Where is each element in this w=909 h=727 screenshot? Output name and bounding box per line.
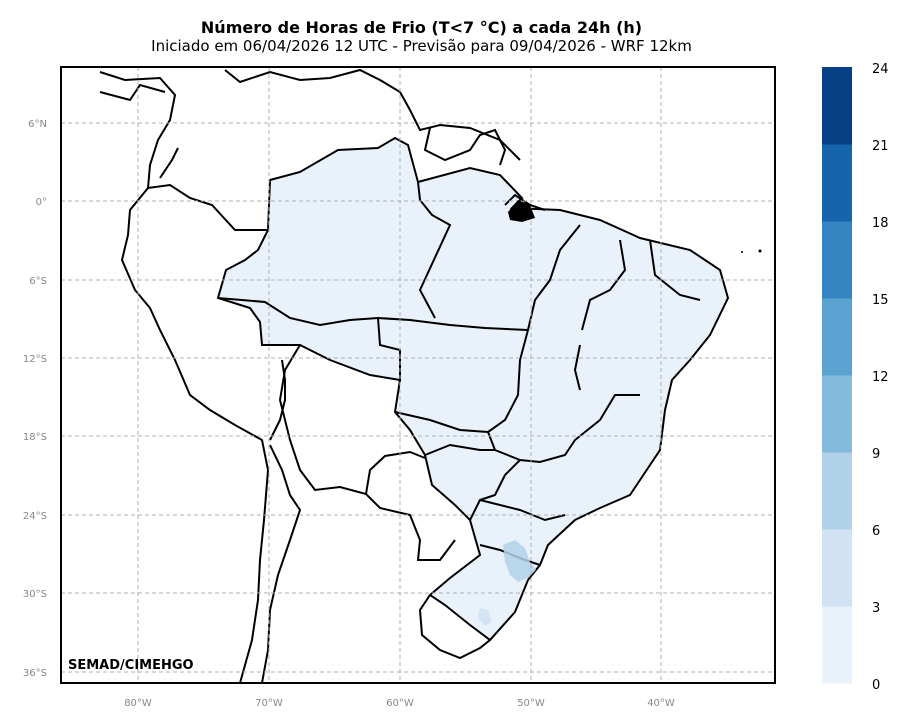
continent-outlines xyxy=(99,68,701,683)
marajo-island xyxy=(508,200,535,222)
lon-tick-80W: 80°W xyxy=(124,698,152,709)
cold-region-south xyxy=(503,540,536,582)
colorbar-swatch xyxy=(822,452,852,530)
brazil-fill-area xyxy=(216,136,730,642)
atlantic-island xyxy=(758,249,762,253)
colorbar-swatch xyxy=(822,529,852,607)
colorbar-tick-label: 6 xyxy=(872,524,880,539)
lat-tick-0: 0° xyxy=(36,197,47,208)
credit-label: SEMAD/CIMEHGO xyxy=(68,658,194,673)
colorbar-tick-label: 24 xyxy=(872,62,889,77)
lat-tick-6N: 6°N xyxy=(28,119,47,130)
map-title: Número de Horas de Frio (T<7 °C) a cada … xyxy=(200,18,643,37)
colorbar-tick-label: 18 xyxy=(872,216,889,231)
lat-tick-30S: 30°S xyxy=(23,589,47,600)
latitude-tick-labels: 6°N 0° 6°S 12°S 18°S 24°S 30°S 36°S xyxy=(23,119,47,679)
colorbar-tick-label: 9 xyxy=(872,447,880,462)
colorbar-tick-label: 15 xyxy=(872,293,889,308)
lon-tick-50W: 50°W xyxy=(517,698,545,709)
colorbar-swatch xyxy=(822,375,852,453)
lon-tick-60W: 60°W xyxy=(386,698,414,709)
lon-tick-40W: 40°W xyxy=(647,698,675,709)
lon-tick-70W: 70°W xyxy=(255,698,283,709)
colorbar: 0 3 6 9 12 15 18 21 24 xyxy=(822,62,889,693)
lat-tick-24S: 24°S xyxy=(23,511,47,522)
colorbar-swatch xyxy=(822,298,852,376)
longitude-tick-labels: 80°W 70°W 60°W 50°W 40°W xyxy=(124,698,675,709)
colorbar-tick-label: 12 xyxy=(872,370,889,385)
colorbar-swatch xyxy=(822,144,852,222)
cold-region-south-2 xyxy=(478,608,492,626)
colorbar-swatch xyxy=(822,606,852,684)
colorbar-tick-label: 0 xyxy=(872,678,880,693)
lat-tick-6S: 6°S xyxy=(29,276,47,287)
map-subtitle: Iniciado em 06/04/2026 12 UTC - Previsão… xyxy=(151,37,692,55)
lat-tick-36S: 36°S xyxy=(23,668,47,679)
colorbar-swatch xyxy=(822,67,852,145)
lat-tick-12S: 12°S xyxy=(23,354,47,365)
graticule xyxy=(61,67,775,683)
colorbar-tick-label: 21 xyxy=(872,139,889,154)
colorbar-swatch xyxy=(822,221,852,299)
lat-tick-18S: 18°S xyxy=(23,432,47,443)
atlantic-island xyxy=(741,251,743,253)
map-frame xyxy=(60,66,776,684)
colorbar-tick-label: 3 xyxy=(872,601,880,616)
